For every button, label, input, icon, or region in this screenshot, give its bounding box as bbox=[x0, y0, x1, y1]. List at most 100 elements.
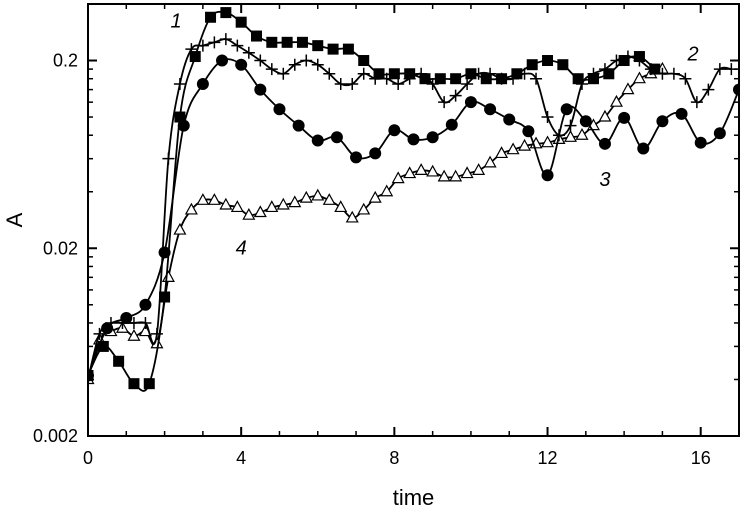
series-4-point bbox=[276, 197, 290, 210]
series-1-point bbox=[342, 43, 354, 55]
series-2-point bbox=[667, 67, 680, 80]
series-1-point bbox=[618, 55, 630, 67]
x-tick-label: 8 bbox=[389, 448, 399, 468]
series-2-point bbox=[713, 63, 726, 76]
series-1-point bbox=[511, 68, 523, 80]
series-4-point bbox=[184, 202, 198, 215]
series-4-point bbox=[414, 163, 428, 175]
series-3-point bbox=[484, 103, 497, 116]
series-1-point bbox=[404, 68, 416, 80]
series-3-point bbox=[637, 142, 650, 155]
series-3-point bbox=[426, 131, 439, 144]
series-3-point bbox=[139, 298, 152, 311]
series-1-point bbox=[358, 55, 370, 67]
series-2-point bbox=[300, 54, 313, 67]
series-2-point bbox=[231, 39, 244, 52]
series-2-point bbox=[116, 316, 129, 329]
series-4-point bbox=[242, 207, 256, 220]
series-3-point bbox=[656, 115, 669, 128]
series-3-point bbox=[330, 131, 343, 144]
y-axis-title: A bbox=[2, 212, 27, 227]
series-1-point bbox=[388, 68, 400, 80]
y-tick-label: 0.2 bbox=[53, 51, 78, 71]
series-2-point bbox=[334, 77, 347, 90]
series-4-point bbox=[265, 200, 279, 213]
series-1-point bbox=[189, 51, 201, 63]
x-tick-label: 12 bbox=[538, 448, 558, 468]
y-tick-label: 0.02 bbox=[43, 238, 78, 258]
plot-frame bbox=[87, 3, 740, 437]
series-1-point bbox=[281, 36, 293, 48]
series-1-point bbox=[465, 68, 477, 80]
series-2-point bbox=[449, 89, 462, 102]
series-1-point bbox=[649, 63, 661, 75]
series-2-point bbox=[254, 54, 267, 67]
series-2-point bbox=[346, 77, 359, 90]
series-4-point bbox=[598, 109, 612, 122]
series-3-point bbox=[350, 151, 363, 164]
series-4-point bbox=[437, 169, 451, 182]
series-2-point bbox=[139, 316, 152, 329]
series-4-point bbox=[357, 202, 371, 215]
series-2-point bbox=[530, 72, 543, 85]
x-axis-title: time bbox=[393, 485, 435, 510]
series-1-point bbox=[434, 73, 446, 85]
series-layer bbox=[88, 7, 739, 392]
series-4-point bbox=[334, 200, 348, 213]
series-1-point bbox=[143, 378, 155, 390]
series-3-point bbox=[579, 115, 592, 128]
series-4-point bbox=[518, 138, 532, 151]
series-3-point bbox=[254, 83, 267, 96]
series-2-point bbox=[173, 77, 186, 90]
series-2-point bbox=[438, 96, 451, 109]
series-3-point bbox=[541, 169, 554, 182]
series-1-point bbox=[480, 73, 492, 85]
series-3-point bbox=[369, 147, 382, 160]
series-4-point bbox=[322, 193, 336, 205]
series-2-point bbox=[208, 36, 221, 49]
series-2-point bbox=[564, 119, 577, 132]
series-1-point bbox=[97, 340, 109, 352]
series-4-point bbox=[575, 127, 589, 140]
series-1-point bbox=[542, 55, 554, 67]
series-4-point bbox=[368, 190, 382, 203]
series-4-point bbox=[472, 163, 486, 175]
series-4-point bbox=[483, 155, 497, 168]
series-2-point bbox=[311, 58, 324, 71]
series-2-point bbox=[323, 67, 336, 80]
series-label-3: 3 bbox=[599, 169, 610, 191]
series-1-point bbox=[587, 73, 599, 85]
x-tick-label: 4 bbox=[236, 448, 246, 468]
series-1-point bbox=[296, 36, 308, 48]
series-2-point bbox=[104, 316, 117, 329]
series-4-point bbox=[449, 169, 463, 182]
series-2-point bbox=[242, 46, 255, 59]
series-4 bbox=[88, 61, 669, 385]
series-4-point bbox=[506, 142, 520, 155]
series-2-point bbox=[357, 67, 370, 80]
series-2-point bbox=[219, 33, 232, 46]
series-3-point bbox=[503, 113, 516, 126]
series-3 bbox=[88, 54, 739, 382]
series-1-point bbox=[174, 111, 186, 123]
x-tick-label: 16 bbox=[691, 448, 711, 468]
series-3-point bbox=[522, 125, 535, 138]
series-1 bbox=[88, 7, 661, 392]
series-2-point bbox=[702, 83, 715, 96]
series-4-point bbox=[253, 205, 267, 218]
series-2-point bbox=[541, 111, 554, 124]
series-4-point bbox=[173, 222, 187, 235]
series-1-point bbox=[220, 7, 232, 19]
series-3-point bbox=[713, 127, 726, 140]
series-1-point bbox=[235, 16, 247, 28]
series-1-point bbox=[327, 43, 339, 55]
series-4-point bbox=[127, 328, 141, 341]
series-2-point bbox=[690, 96, 703, 109]
series-4-point bbox=[460, 166, 474, 179]
series-labels: 1 2 3 4 bbox=[171, 10, 699, 259]
series-3-point bbox=[560, 103, 573, 116]
series-2-point bbox=[288, 58, 301, 71]
series-1-point bbox=[128, 378, 140, 390]
